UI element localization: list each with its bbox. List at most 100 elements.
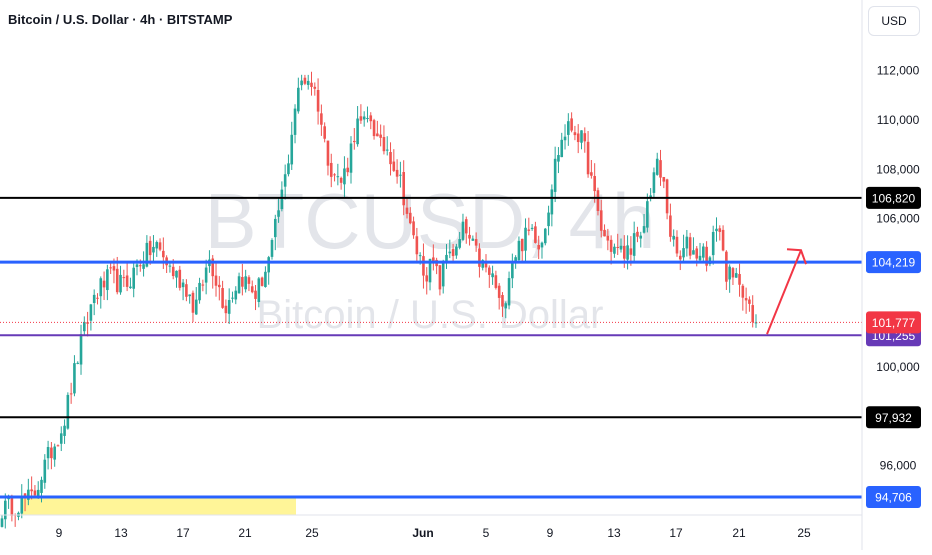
candle xyxy=(543,227,547,246)
price-tag-text: 104,219 xyxy=(872,256,916,270)
candle xyxy=(435,257,438,275)
x-tick-label: 21 xyxy=(238,526,252,540)
candle xyxy=(142,251,145,277)
candle xyxy=(333,173,336,182)
candle xyxy=(405,197,409,219)
candle xyxy=(586,131,590,178)
candle xyxy=(511,253,514,289)
candle xyxy=(632,221,636,262)
candle xyxy=(336,163,340,186)
candle xyxy=(626,235,629,270)
candle xyxy=(741,283,745,311)
candle xyxy=(43,454,47,489)
candle xyxy=(99,276,103,309)
candle xyxy=(524,218,527,262)
candle xyxy=(313,82,317,96)
candle xyxy=(438,265,442,296)
candle xyxy=(59,426,63,452)
candle xyxy=(504,301,508,319)
candle xyxy=(79,324,83,375)
x-tick-label: 13 xyxy=(607,526,621,540)
candle xyxy=(395,159,399,184)
candle xyxy=(320,104,323,136)
x-tick-label: 17 xyxy=(669,526,683,540)
candle xyxy=(576,124,580,154)
annotations-layer xyxy=(766,248,807,335)
candle xyxy=(178,265,182,291)
candle xyxy=(175,270,178,288)
candle xyxy=(537,235,540,260)
currency-selector[interactable]: USD xyxy=(868,6,920,36)
candle xyxy=(306,74,310,90)
candle xyxy=(520,238,524,262)
candle xyxy=(534,221,537,244)
candle xyxy=(188,294,191,304)
candle xyxy=(573,125,577,141)
current-price-text: 101,777 xyxy=(872,316,916,330)
candle xyxy=(53,443,56,467)
candle xyxy=(672,229,675,247)
candle xyxy=(705,241,708,272)
candle xyxy=(214,262,218,297)
candle xyxy=(201,279,205,292)
candle xyxy=(155,240,159,257)
candle xyxy=(583,127,587,153)
candle xyxy=(280,181,284,212)
candle xyxy=(497,283,501,310)
candle xyxy=(267,255,270,285)
candle xyxy=(310,71,313,96)
candle xyxy=(10,494,14,522)
candle xyxy=(125,262,129,292)
candle xyxy=(290,121,294,170)
x-tick-label: 9 xyxy=(56,526,63,540)
candle xyxy=(636,226,639,243)
projection-arrow[interactable] xyxy=(766,248,807,335)
candle xyxy=(599,199,603,238)
candle xyxy=(366,106,369,123)
candle xyxy=(507,271,511,310)
candle xyxy=(609,235,613,265)
price-tag-support-94706: 94,706 xyxy=(866,485,921,508)
candle xyxy=(451,243,455,263)
candle xyxy=(702,243,705,262)
candle xyxy=(69,382,73,404)
candle xyxy=(613,243,616,258)
candle xyxy=(63,419,66,444)
y-axis[interactable]: 96,000 100,000 106,000 108,000 110,000 112,00… xyxy=(876,64,920,473)
candle xyxy=(468,226,471,246)
candle xyxy=(422,243,425,289)
candle xyxy=(152,235,155,263)
candle xyxy=(461,213,465,241)
watermark-symbol: BTCUSD, 4h xyxy=(205,177,656,265)
candle xyxy=(109,261,112,275)
candle xyxy=(343,156,346,197)
candle xyxy=(73,355,76,397)
candle xyxy=(106,264,109,301)
candle xyxy=(754,314,758,328)
candle xyxy=(250,280,254,294)
candle xyxy=(412,216,415,239)
candle xyxy=(563,124,567,150)
candle xyxy=(66,392,70,430)
candle xyxy=(369,112,373,130)
y-tick-label: 96,000 xyxy=(880,459,917,473)
x-tick-label: 9 xyxy=(547,526,554,540)
candle xyxy=(27,478,30,506)
x-axis[interactable]: 9 13 17 21 25 Jun 5 9 13 17 21 25 xyxy=(56,526,811,540)
candle xyxy=(408,207,412,225)
candle xyxy=(715,217,718,242)
candle xyxy=(96,293,99,305)
candle xyxy=(616,233,620,256)
candle xyxy=(688,232,692,260)
candle xyxy=(129,277,132,289)
candle xyxy=(698,242,702,263)
candle xyxy=(448,239,452,259)
candle xyxy=(441,259,445,294)
candle xyxy=(593,163,596,203)
y-tick-label: 100,000 xyxy=(876,360,920,374)
candle xyxy=(89,303,93,331)
candle xyxy=(731,266,735,286)
